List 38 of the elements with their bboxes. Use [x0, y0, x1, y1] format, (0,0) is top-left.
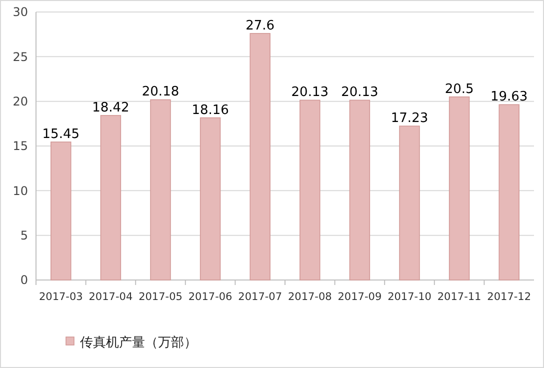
data-label: 20.5	[444, 82, 474, 97]
y-tick-label: 25	[12, 50, 28, 64]
data-label: 18.16	[192, 102, 229, 118]
y-tick-label: 5	[20, 228, 28, 243]
bar	[250, 33, 270, 280]
x-tick-label: 2017-05	[138, 291, 182, 303]
data-label: 27.6	[246, 18, 275, 34]
y-tick-label: 15	[12, 139, 28, 154]
legend-label: 传真机产量（万部）	[80, 336, 197, 351]
data-label: 17.23	[390, 111, 428, 126]
bar	[448, 96, 470, 280]
data-label: 20.13	[291, 85, 329, 100]
bar	[300, 100, 320, 280]
y-tick-label: 30	[12, 5, 28, 20]
bar	[200, 117, 221, 280]
x-tick-label: 2017-04	[88, 291, 133, 303]
data-label: 18.42	[92, 100, 130, 116]
x-tick-label: 2017-03	[38, 291, 83, 303]
bar	[150, 99, 171, 280]
y-tick-label: 20	[12, 94, 28, 109]
data-label: 19.63	[490, 90, 528, 105]
bar	[100, 115, 122, 280]
x-tick-label: 2017-08	[288, 291, 332, 303]
bar	[50, 142, 72, 280]
x-tick-label: 2017-07	[238, 291, 282, 303]
bar	[399, 126, 420, 280]
data-label: 20.18	[142, 84, 180, 100]
y-tick-label: 10	[12, 184, 28, 198]
data-label: 15.45	[42, 126, 80, 142]
x-tick-label: 2017-06	[188, 291, 233, 303]
x-tick-label: 2017-11	[437, 291, 482, 303]
bar	[349, 100, 370, 280]
y-tick-label: 0	[20, 273, 28, 288]
data-label: 20.13	[341, 85, 378, 100]
x-tick-label: 2017-10	[388, 291, 432, 303]
x-tick-label: 2017-09	[338, 291, 382, 303]
x-tick-label: 2017-12	[487, 291, 532, 303]
bar	[498, 104, 520, 280]
